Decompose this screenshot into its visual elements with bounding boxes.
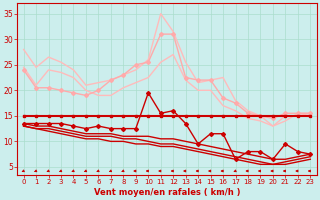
X-axis label: Vent moyen/en rafales ( km/h ): Vent moyen/en rafales ( km/h ) — [94, 188, 240, 197]
